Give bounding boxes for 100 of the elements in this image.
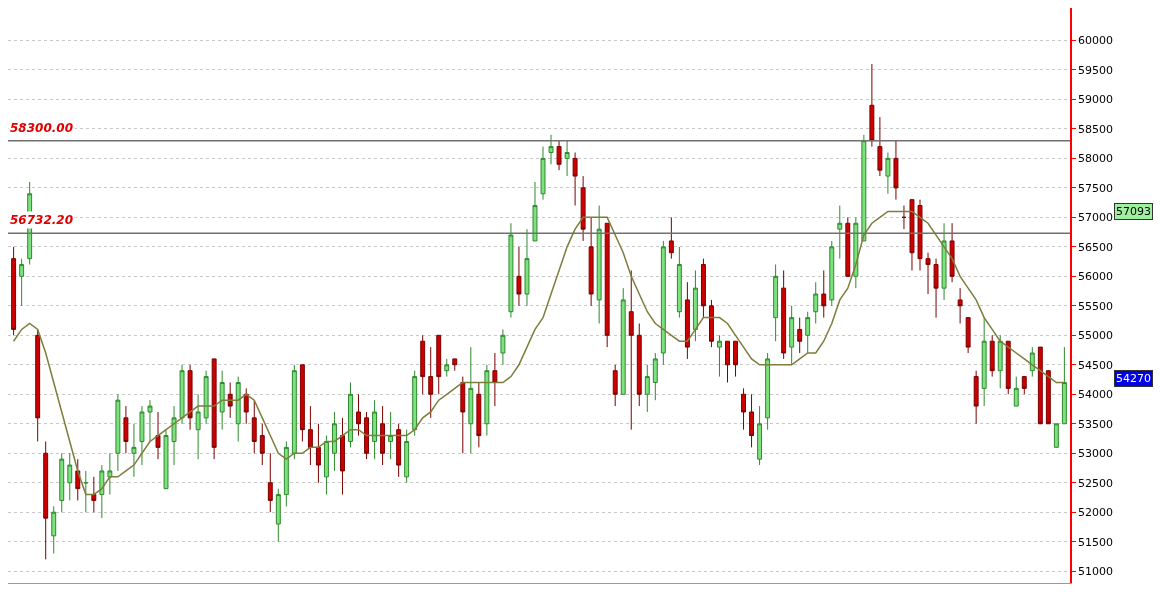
candlestick: [524, 228, 530, 307]
candlestick: [725, 340, 730, 383]
candlestick: [163, 429, 169, 490]
candlestick: [123, 405, 129, 454]
candlestick: [628, 269, 634, 431]
candlestick: [348, 381, 353, 448]
candlestick: [540, 146, 546, 201]
y-tick-label: 54500: [1077, 358, 1113, 372]
y-tick-label: 52500: [1077, 476, 1113, 490]
y-tick-label: 52000: [1077, 506, 1113, 520]
candlestick: [717, 334, 722, 378]
candlestick: [1045, 370, 1051, 425]
line-series: [12, 210, 1066, 496]
candlestick: [708, 299, 714, 348]
candlestick: [11, 246, 17, 336]
candlestick: [604, 222, 610, 348]
candlestick: [532, 181, 538, 242]
candlestick: [67, 452, 73, 501]
y-tick-label: 51500: [1077, 535, 1113, 549]
candlestick: [171, 405, 177, 466]
y-tick-label: 57500: [1077, 181, 1113, 195]
candlestick: [19, 258, 25, 307]
candlestick: [115, 393, 121, 472]
candlestick: [765, 352, 771, 431]
candlestick: [500, 328, 506, 366]
candlestick: [291, 364, 297, 460]
y-tick-label: 59000: [1077, 93, 1113, 107]
candlestick: [460, 376, 466, 454]
candlestick: [789, 305, 795, 366]
candlestick: [283, 440, 289, 507]
candlestick: [428, 346, 434, 419]
candlestick: [476, 381, 482, 448]
candlestick: [741, 387, 746, 431]
candlestick: [444, 358, 450, 378]
y-tick-label: 57000: [1077, 211, 1113, 225]
y-tick-label: 58500: [1077, 122, 1113, 136]
candlestick: [179, 364, 185, 425]
candlestick: [588, 216, 594, 307]
candlestick: [508, 222, 514, 319]
candlestick: [211, 358, 217, 460]
candlestick: [187, 364, 193, 431]
ref-line-label: 56732.20: [10, 213, 74, 227]
y-tick-label: 56500: [1077, 240, 1113, 254]
candlestick: [412, 370, 418, 437]
candlestick: [572, 151, 578, 207]
candlestick: [235, 376, 241, 442]
candlestick: [315, 423, 321, 484]
candlestick: [909, 199, 915, 271]
candlestick: [861, 134, 867, 242]
y-tick-label: 51000: [1077, 565, 1113, 579]
candlestick: [941, 222, 947, 301]
candlestick: [147, 399, 153, 442]
candlestick: [917, 199, 923, 271]
candlestick: [997, 334, 1003, 389]
candlestick: [139, 405, 145, 466]
candlestick: [973, 370, 979, 425]
candlestick: [51, 505, 57, 555]
candlestick: [692, 269, 698, 342]
candlestick: [773, 264, 779, 342]
candlestick: [620, 287, 626, 395]
candlestick: [243, 387, 249, 425]
text: 54270: [1116, 372, 1151, 385]
candlestick: [372, 399, 378, 460]
y-tick-label: 53000: [1077, 447, 1113, 461]
candlestick: [612, 364, 618, 407]
candlestick: [556, 140, 562, 171]
candlestick: [845, 216, 851, 277]
candlestick: [356, 393, 361, 437]
candlestick: [636, 323, 642, 407]
candlestick: [468, 346, 474, 454]
candlestick: [388, 411, 394, 460]
candlestick: [195, 393, 201, 460]
candlestick: [733, 340, 738, 378]
candlestick: [323, 435, 329, 496]
candlestick: [1021, 376, 1027, 395]
candlestick: [452, 358, 458, 372]
candlestick: [364, 411, 370, 460]
candlestick: [813, 281, 819, 325]
candlestick: [676, 246, 682, 319]
candlestick: [989, 334, 995, 378]
y-tick-label: 56000: [1077, 270, 1113, 284]
candlestick: [299, 364, 305, 442]
candlestick: [307, 405, 313, 466]
candlestick: [925, 252, 931, 295]
candlestick: [700, 258, 706, 319]
candlestick: [885, 151, 891, 195]
candlestick: [99, 464, 105, 519]
candlestick: [933, 258, 939, 319]
candlestick: [684, 281, 690, 360]
candlestick: [259, 423, 265, 466]
candlestick: [596, 205, 602, 325]
candlestick: [668, 216, 674, 260]
candlestick: [757, 405, 763, 466]
y-tick-label: 59500: [1077, 63, 1113, 77]
candlestick: [981, 317, 987, 407]
y-tick-label: 53500: [1077, 417, 1113, 431]
ref-line-label: 58300.00: [10, 121, 74, 135]
candlestick: [564, 140, 570, 177]
candlestick: [380, 405, 386, 466]
y-tick-label: 54000: [1077, 388, 1113, 402]
